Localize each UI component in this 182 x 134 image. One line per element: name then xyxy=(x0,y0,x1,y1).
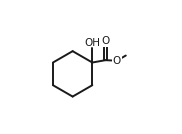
Text: OH: OH xyxy=(84,38,100,48)
Text: O: O xyxy=(101,36,110,46)
Text: O: O xyxy=(113,56,121,66)
